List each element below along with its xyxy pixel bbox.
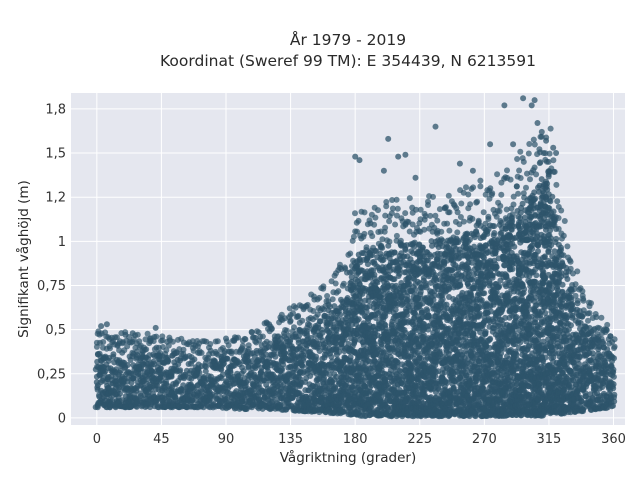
data-point-4037 bbox=[457, 282, 464, 289]
data-point-2049 bbox=[355, 316, 362, 323]
data-point-1739 bbox=[337, 311, 344, 318]
data-point-3145 bbox=[412, 286, 419, 293]
data-point-4775 bbox=[491, 230, 498, 236]
data-point-53 bbox=[100, 367, 107, 374]
data-point-103 bbox=[109, 397, 116, 404]
data-point-743 bbox=[218, 366, 225, 373]
data-point-2749 bbox=[392, 306, 399, 313]
data-point-1470 bbox=[313, 353, 320, 360]
data-point-1281 bbox=[294, 389, 301, 396]
data-point-1550 bbox=[321, 374, 328, 381]
data-point-1328 bbox=[299, 363, 306, 370]
data-point-4799 bbox=[493, 264, 500, 271]
data-point-1299 bbox=[296, 333, 302, 339]
data-point-1680 bbox=[331, 303, 338, 310]
data-point-4734 bbox=[491, 223, 498, 230]
chart-subtitle: Koordinat (Sweref 99 TM): E 354439, N 62… bbox=[160, 52, 536, 70]
data-point-4580 bbox=[482, 330, 488, 337]
data-point-867 bbox=[240, 368, 247, 374]
data-point-233 bbox=[130, 375, 137, 382]
data-point-3634 bbox=[436, 348, 443, 355]
data-point-1488 bbox=[316, 348, 323, 354]
data-point-1388 bbox=[305, 321, 311, 328]
data-point-1622 bbox=[326, 371, 333, 378]
data-point-1908 bbox=[347, 354, 354, 361]
data-point-15 bbox=[94, 404, 101, 411]
data-point-4879 bbox=[496, 283, 503, 290]
data-point-197 bbox=[124, 362, 131, 368]
data-point-436 bbox=[163, 378, 169, 385]
data-point-401 bbox=[157, 365, 164, 372]
data-point-3379 bbox=[423, 306, 430, 313]
data-point-1679 bbox=[330, 387, 337, 394]
data-point-1706 bbox=[333, 340, 339, 347]
data-point-2706 bbox=[390, 276, 397, 283]
data-point-1557 bbox=[320, 341, 327, 348]
data-point-918 bbox=[248, 358, 255, 365]
data-point-4545 bbox=[481, 290, 488, 297]
data-point-4738 bbox=[489, 274, 496, 281]
data-point-2843 bbox=[396, 270, 403, 277]
data-point-1170 bbox=[282, 350, 288, 357]
data-point-491 bbox=[172, 394, 179, 401]
data-point-1162 bbox=[280, 361, 287, 368]
data-point-1694 bbox=[333, 373, 340, 380]
data-point-1213 bbox=[286, 338, 293, 345]
data-point-2743 bbox=[391, 249, 398, 256]
data-point-3187 bbox=[414, 349, 421, 356]
data-point-467 bbox=[168, 373, 175, 380]
data-point-790 bbox=[227, 368, 234, 375]
data-point-1005 bbox=[262, 351, 269, 358]
data-point-512 bbox=[176, 368, 183, 375]
data-point-1745 bbox=[336, 349, 343, 355]
data-point-742 bbox=[218, 375, 225, 382]
data-point-107 bbox=[110, 351, 117, 358]
data-point-430 bbox=[161, 388, 168, 395]
data-point-4668 bbox=[486, 336, 493, 343]
data-point-174 bbox=[119, 379, 126, 386]
data-point-654 bbox=[202, 368, 209, 375]
data-point-755 bbox=[221, 360, 227, 367]
data-point-2567 bbox=[382, 313, 389, 320]
data-points bbox=[92, 95, 618, 420]
data-point-1367 bbox=[303, 330, 310, 337]
data-point-574 bbox=[188, 360, 194, 367]
data-point-4386 bbox=[473, 229, 479, 236]
data-point-1779 bbox=[338, 341, 345, 347]
chart-title: År 1979 - 2019 bbox=[290, 30, 406, 49]
data-point-1541 bbox=[318, 326, 325, 333]
data-point-447 bbox=[164, 356, 171, 363]
data-point-1118 bbox=[274, 361, 281, 368]
data-point-1504 bbox=[316, 318, 323, 325]
data-point-657 bbox=[203, 363, 209, 370]
data-point-1088 bbox=[272, 353, 279, 360]
data-point-145 bbox=[117, 390, 123, 397]
